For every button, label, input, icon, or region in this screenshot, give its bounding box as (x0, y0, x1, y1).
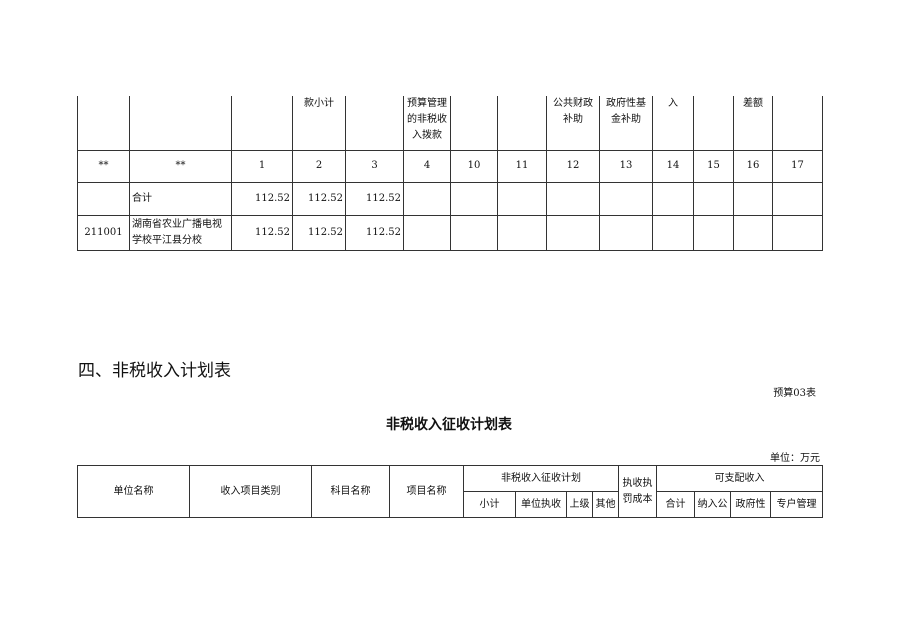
table-cell: 13 (599, 149, 653, 183)
header-income-type: 收入项目类别 (189, 465, 312, 518)
sub-header: 小计 (463, 491, 516, 518)
table-cell (733, 181, 773, 216)
header-subject-name: 科目名称 (311, 465, 390, 518)
table-cell: 2 (292, 149, 346, 183)
table-cell: ** (129, 149, 232, 183)
table-cell: 湖南省农业广播电视学校平江县分校 (129, 214, 232, 251)
table-cell (403, 214, 451, 251)
header-unit-name: 单位名称 (77, 465, 190, 518)
table-cell: 15 (693, 149, 734, 183)
table-title: 非税收入征收计划表 (386, 417, 512, 433)
non-tax-income-table: 单位名称 收入项目类别 科目名称 项目名称 非税收入征收计划 执收执罚成本 可支… (77, 465, 823, 518)
table-cell: 10 (450, 149, 498, 183)
table-cell: 14 (652, 149, 694, 183)
table-cell (497, 214, 547, 251)
table-cell: 112.52 (231, 181, 293, 216)
sub-header: 单位执收 (515, 491, 567, 518)
table-cell (450, 214, 498, 251)
table-cell: 合计 (129, 181, 232, 216)
table-cell: 112.52 (345, 214, 404, 251)
header-cost: 执收执罚成本 (618, 465, 657, 518)
table-cell: 4 (403, 149, 451, 183)
section-heading: 四、非税收入计划表 (78, 361, 231, 381)
table-cell: 112.52 (231, 214, 293, 251)
table-cell (450, 181, 498, 216)
table-cell (652, 214, 694, 251)
table-cell (772, 96, 823, 151)
table-cell (652, 181, 694, 216)
table-cell (403, 181, 451, 216)
sub-header: 政府性 (730, 491, 771, 518)
table-cell: 112.52 (292, 181, 346, 216)
table-cell: 11 (497, 149, 547, 183)
table-cell: 入 (652, 96, 694, 151)
table-cell: 3 (345, 149, 404, 183)
table-cell: 公共财政补助 (546, 96, 600, 151)
table-cell (693, 96, 734, 151)
header-disposable: 可支配收入 (656, 465, 823, 492)
table-cell: 12 (546, 149, 600, 183)
table-cell (693, 181, 734, 216)
table-cell (546, 181, 600, 216)
table-cell (693, 214, 734, 251)
table-cell: 112.52 (292, 214, 346, 251)
table-cell (345, 96, 404, 151)
sub-header: 上级 (566, 491, 593, 518)
table-cell: 政府性基金补助 (599, 96, 653, 151)
budget-table: 款小计 预算管理的非税收入拨款 公共财政补助 政府性基金补助入差额 ** ** 1 2 3 4 1… (77, 96, 823, 251)
table-cell (497, 181, 547, 216)
sub-header: 合计 (656, 491, 695, 518)
table-cell (546, 214, 600, 251)
table-cell (599, 214, 653, 251)
table-cell: 16 (733, 149, 773, 183)
table-cell (733, 214, 773, 251)
table-cell: 211001 (77, 214, 130, 251)
table-code: 预算03表 (773, 388, 816, 399)
table-cell: 预算管理的非税收入拨款 (403, 96, 451, 151)
table-cell: 1 (231, 149, 293, 183)
table-cell: 112.52 (345, 181, 404, 216)
table-cell: 17 (772, 149, 823, 183)
table-cell (129, 96, 232, 151)
table-cell (450, 96, 498, 151)
table-cell: ** (77, 149, 130, 183)
table-cell: 款小计 (292, 96, 346, 151)
table-cell (497, 96, 547, 151)
header-plan: 非税收入征收计划 (463, 465, 619, 492)
table-cell (599, 181, 653, 216)
table-cell (77, 96, 130, 151)
table-cell (772, 214, 823, 251)
sub-header: 纳入公 (694, 491, 731, 518)
sub-header: 其他 (592, 491, 619, 518)
unit-label: 单位：万元 (770, 453, 820, 464)
sub-header: 专户管理 (770, 491, 823, 518)
table-cell (231, 96, 293, 151)
table-cell (772, 181, 823, 216)
table-cell (77, 181, 130, 216)
header-project-name: 项目名称 (389, 465, 464, 518)
table-cell: 差额 (733, 96, 773, 151)
